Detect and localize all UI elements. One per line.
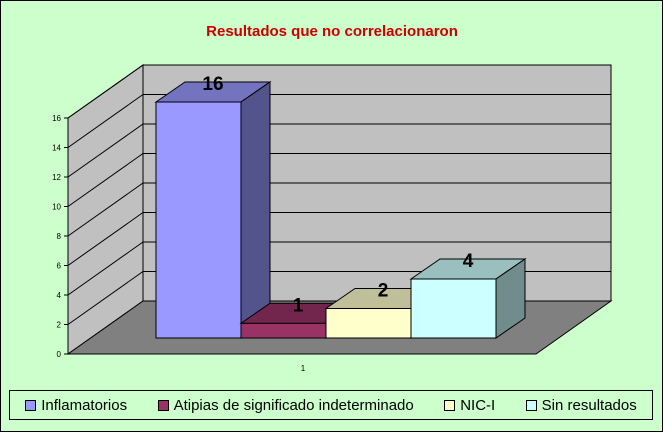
bar-3-front: [325, 308, 412, 339]
legend-swatch: [25, 399, 37, 411]
gridline: [67, 94, 611, 148]
legend-swatch: [525, 399, 537, 411]
bar-4-value-label: 4: [463, 251, 474, 272]
legend-label: Atipias de significado indeterminado: [173, 396, 414, 414]
legend-label: Sin resultados: [541, 396, 637, 414]
legend-item-4: Sin resultados: [525, 396, 637, 414]
bar-1-value-label: 16: [202, 74, 223, 95]
legend-item-2: Atipias de significado indeterminado: [157, 396, 414, 414]
legend-label: NIC-I: [460, 396, 496, 414]
gridline: [67, 241, 611, 296]
y-tick-label: 14: [52, 144, 61, 153]
y-tick-label: 0: [57, 350, 62, 359]
legend-item-3: NIC-I: [444, 397, 495, 414]
bar-2-value-label: 1: [293, 295, 304, 316]
chart-title: Resultados que no correlacionaron: [206, 23, 458, 40]
bar-1-side: [240, 81, 271, 339]
bar-4-side: [495, 258, 526, 339]
y-tick-label: 6: [57, 262, 62, 271]
y-tick-label: 8: [57, 232, 62, 241]
gridline: [67, 123, 611, 178]
bar-1-front: [155, 101, 242, 339]
legend-swatch: [157, 399, 169, 411]
gridline: [67, 64, 611, 119]
legend-label: Inflamatorios: [41, 396, 128, 414]
bar-4-front: [410, 278, 497, 339]
legend: Inflamatorios Atipias de significado inde…: [9, 390, 653, 420]
x-tick-label: 1: [301, 364, 306, 373]
y-tick-label: 16: [52, 114, 61, 123]
y-tick-label: 2: [57, 321, 62, 330]
gridline: [67, 153, 611, 207]
legend-swatch: [444, 399, 456, 411]
gridline: [67, 212, 611, 266]
y-tick-label: 4: [57, 291, 62, 300]
bar-2-front: [240, 322, 327, 339]
gridline: [67, 182, 611, 237]
bar-3-value-label: 2: [378, 281, 389, 302]
y-tick-label: 12: [52, 173, 61, 182]
y-tick-label: 10: [52, 203, 61, 212]
legend-item-1: Inflamatorios: [25, 397, 127, 414]
